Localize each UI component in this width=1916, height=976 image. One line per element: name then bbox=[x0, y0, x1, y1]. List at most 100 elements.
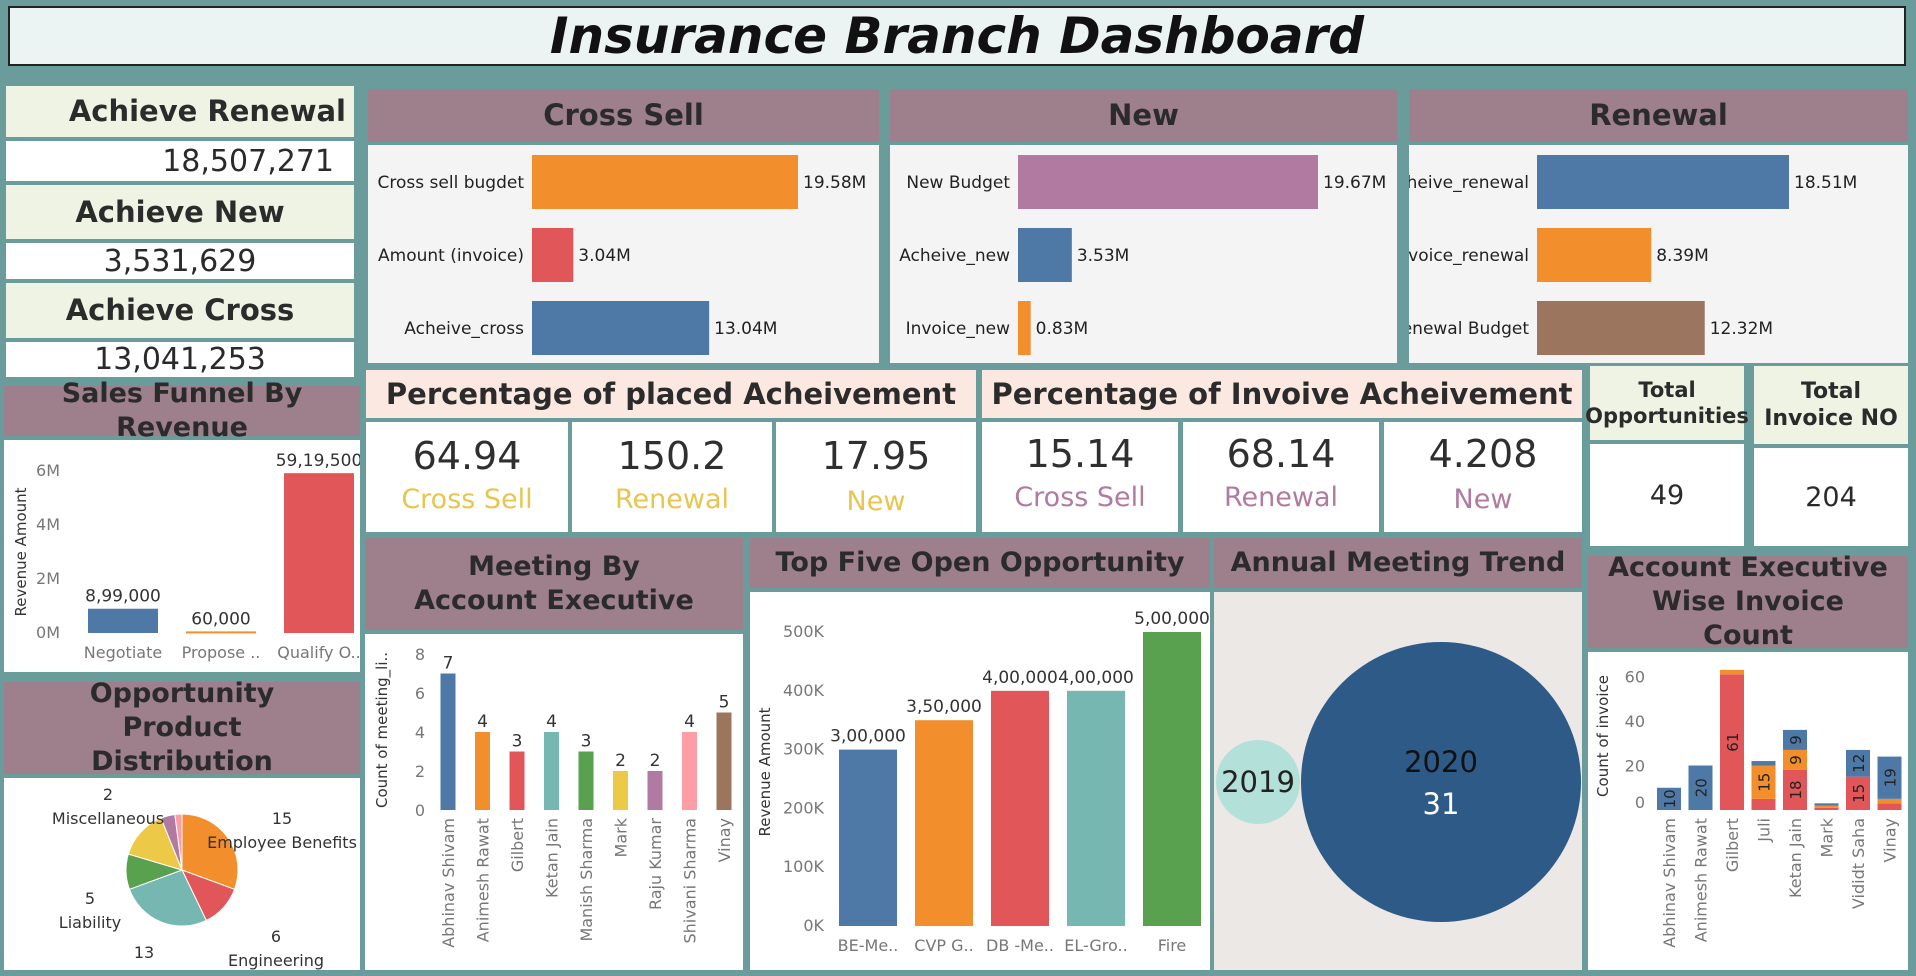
bubble-2020 bbox=[1301, 642, 1581, 922]
x-tick-label: Juli bbox=[1755, 818, 1774, 843]
x-tick-label: Vididt Saha bbox=[1849, 818, 1868, 909]
bar-value-label: 2 bbox=[650, 751, 661, 771]
achieve-renewal-value: 18,507,271 bbox=[162, 143, 334, 179]
stack-segment bbox=[1720, 674, 1744, 810]
y-tick-label: 500K bbox=[783, 622, 825, 641]
bar-category-label: Renewal Budget bbox=[1409, 319, 1529, 339]
pie-value-label: 13 bbox=[134, 943, 154, 962]
stack-segment bbox=[1783, 769, 1807, 810]
total-invoice-header: Total Invoice NO bbox=[1754, 366, 1908, 444]
y-tick-label: 100K bbox=[783, 857, 825, 876]
bar-value-label: 19.58M bbox=[803, 173, 866, 193]
bar-value-label: 12.32M bbox=[1710, 319, 1773, 339]
segment-value-label: 10 bbox=[1661, 789, 1679, 808]
placed-title: Percentage of placed Acheivement bbox=[385, 376, 957, 411]
x-tick-label: EL-Gro.. bbox=[1064, 936, 1127, 955]
ae-invoice-title: Account Executive Wise Invoice Count bbox=[1608, 552, 1888, 651]
bar-category-label: Acheive_new bbox=[899, 246, 1010, 266]
total-opportunities-header: Total Opportunities bbox=[1585, 366, 1749, 440]
segment-value-label: 61 bbox=[1724, 733, 1742, 752]
y-tick-label: 300K bbox=[783, 740, 825, 759]
segment-value-label: 9 bbox=[1787, 755, 1805, 765]
y-tick-label: 8 bbox=[415, 645, 425, 664]
bar-category-label: Acheive_cross bbox=[404, 319, 524, 339]
stack-segment bbox=[1783, 749, 1807, 770]
dashboard-title: Insurance Branch Dashboard bbox=[549, 7, 1365, 65]
stack-segment bbox=[1877, 803, 1902, 810]
y-tick-label: 0M bbox=[36, 623, 60, 642]
y-tick-label: 4 bbox=[415, 723, 425, 742]
bar-value-label: 19.67M bbox=[1323, 173, 1386, 193]
x-tick-label: Ketan Jain bbox=[1786, 818, 1805, 898]
annual-trend-panel: 2019 2020 31 bbox=[1214, 592, 1582, 970]
bar bbox=[647, 771, 663, 810]
achieve-cross-value: 13,041,253 bbox=[94, 342, 266, 377]
pie-category-label: Liability bbox=[59, 913, 121, 932]
stack-segment bbox=[1751, 765, 1776, 799]
new-header: New bbox=[890, 89, 1397, 142]
stack-segment bbox=[1846, 749, 1870, 777]
y-tick-label: 6 bbox=[415, 684, 425, 703]
x-tick-label: Qualify O.. bbox=[277, 643, 360, 662]
achieve-renewal-label: Achieve Renewal bbox=[68, 94, 346, 129]
stack-segment bbox=[1846, 776, 1870, 810]
total-opportunities-label: Total Opportunities bbox=[1585, 377, 1749, 428]
bar bbox=[716, 712, 732, 810]
bar bbox=[839, 749, 897, 926]
placed-cross-label: Cross Sell bbox=[401, 484, 533, 515]
y-tick-label: 6M bbox=[36, 461, 60, 480]
invoice-renewal-card: 68.14 Renewal bbox=[1183, 422, 1379, 532]
bar bbox=[1143, 632, 1201, 926]
achieve-new-card: 3,531,629 bbox=[6, 243, 354, 279]
bar bbox=[1537, 155, 1789, 209]
invoice-ach-title: Percentage of Invoive Acheivement bbox=[991, 376, 1573, 411]
bar bbox=[1537, 301, 1705, 355]
segment-value-label: 15 bbox=[1850, 784, 1868, 803]
bar-value-label: 60,000 bbox=[191, 609, 250, 629]
x-tick-label: Fire bbox=[1158, 936, 1187, 955]
placed-renewal-card: 150.2 Renewal bbox=[572, 422, 772, 532]
ae-invoice-chart: Count of invoice 0 20 40 60 10 Abhinav Shivam 2… bbox=[1594, 668, 1902, 948]
y-tick-label: 2 bbox=[415, 762, 425, 781]
bar-category-label: Invoice_renewal bbox=[1409, 246, 1529, 266]
bubble-year-label: 2019 bbox=[1221, 765, 1295, 799]
bar-category-label: Acheive_renewal bbox=[1409, 173, 1529, 193]
stack-segment bbox=[1657, 787, 1681, 810]
achieve-new-header: Achieve New bbox=[6, 185, 354, 239]
x-tick-label: Manish Sharma bbox=[577, 818, 596, 942]
x-tick-label: Propose .. bbox=[182, 643, 261, 662]
bar-value-label: 3,00,000 bbox=[830, 727, 906, 747]
bar-value-label: 3,50,000 bbox=[906, 697, 982, 717]
segment-value-label: 20 bbox=[1693, 778, 1711, 797]
placed-renewal-label: Renewal bbox=[614, 484, 729, 515]
placed-header: Percentage of placed Acheivement bbox=[366, 370, 976, 418]
bar-value-label: 4 bbox=[477, 712, 488, 732]
bar-value-label: 4 bbox=[546, 712, 557, 732]
x-tick-label: Negotiate bbox=[84, 643, 162, 662]
bar bbox=[1067, 690, 1125, 926]
bar-value-label: 2 bbox=[615, 751, 626, 771]
invoice-renewal-value: 68.14 bbox=[1226, 432, 1336, 476]
meeting-ae-panel: Count of meeting_li.. 0 2 4 6 8 7 Abhinav Shiva… bbox=[365, 634, 743, 970]
meeting-ae-title: Meeting By Account Executive bbox=[414, 551, 694, 616]
achieve-new-label: Achieve New bbox=[75, 194, 285, 229]
stack-segment bbox=[1751, 798, 1776, 810]
stack-segment bbox=[1877, 756, 1902, 799]
pie-category-label: Employee Benefits bbox=[207, 833, 357, 852]
bar-value-label: 4,00,000 bbox=[982, 668, 1058, 688]
bar-category-label: Amount (invoice) bbox=[378, 246, 524, 266]
stack-segment bbox=[1783, 729, 1807, 750]
renewal-title: Renewal bbox=[1589, 98, 1728, 133]
bubble-2019 bbox=[1216, 740, 1300, 824]
x-tick-label: Animesh Rawat bbox=[1692, 818, 1711, 942]
bar-value-label: 5 bbox=[719, 693, 730, 713]
y-tick-label: 20 bbox=[1625, 757, 1645, 776]
pie-value-label: 15 bbox=[272, 809, 292, 828]
pie-slice bbox=[181, 813, 239, 890]
bar-category-label: Cross sell bugdet bbox=[378, 173, 525, 193]
title-bar: Insurance Branch Dashboard bbox=[8, 6, 1906, 66]
bar-value-label: 4,00,000 bbox=[1058, 668, 1134, 688]
stack-segment bbox=[1814, 805, 1839, 808]
segment-value-label: 9 bbox=[1787, 735, 1805, 745]
bar bbox=[991, 690, 1049, 926]
